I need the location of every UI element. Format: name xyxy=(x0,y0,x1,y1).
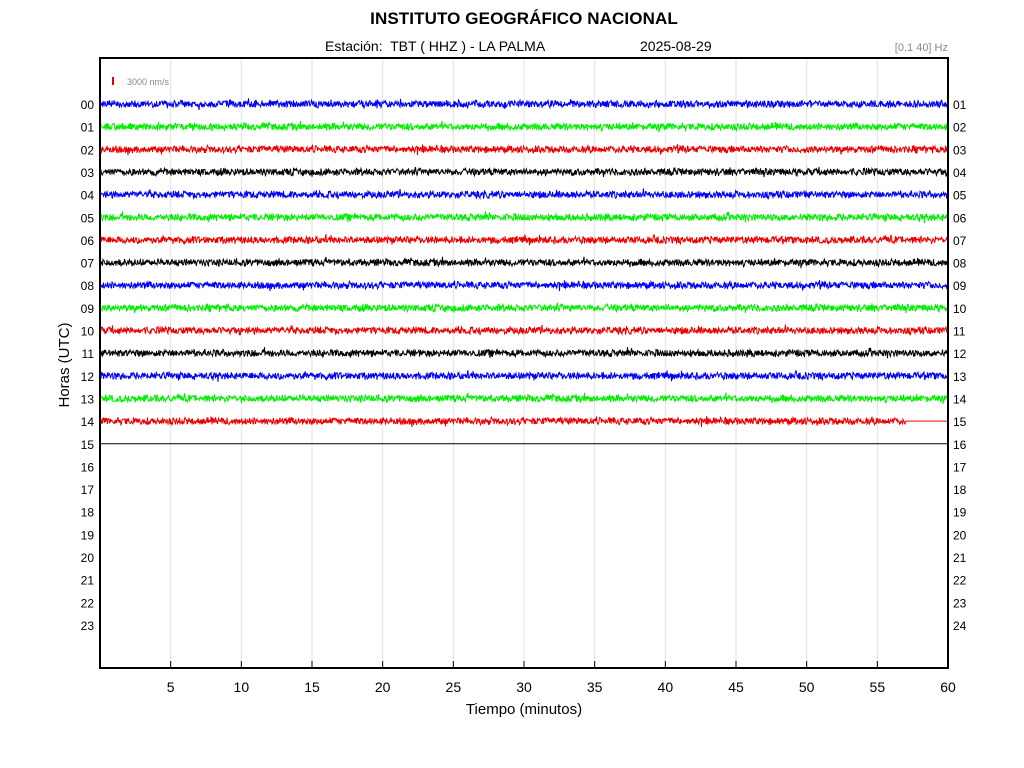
hour-label-right: 23 xyxy=(953,596,967,610)
hour-label-right: 19 xyxy=(953,506,967,520)
trace-hour-3 xyxy=(99,166,949,178)
hour-label-right: 14 xyxy=(953,392,967,406)
trace-hour-10 xyxy=(99,324,949,337)
hour-label-right: 16 xyxy=(953,438,967,452)
x-tick-label: 55 xyxy=(870,679,886,695)
hour-label-right: 08 xyxy=(953,257,967,271)
label-layer: 5 10 15 20 25 30 35 40 45 50 55 60 00 01 02 03 04 05 06 07 0… xyxy=(56,98,967,718)
hour-label-left: 00 xyxy=(81,98,95,112)
hour-label-left: 18 xyxy=(81,506,95,520)
hour-label-right: 09 xyxy=(953,279,967,293)
filter-label: [0.1 40] Hz xyxy=(894,42,948,54)
hour-label-left: 08 xyxy=(81,279,95,293)
hour-label-right: 18 xyxy=(953,483,967,497)
hour-label-left: 11 xyxy=(82,347,95,361)
hour-label-left: 06 xyxy=(81,234,95,248)
plot-frame xyxy=(99,57,949,669)
hour-label-left: 05 xyxy=(81,211,95,225)
hour-label-right: 10 xyxy=(953,302,967,316)
hour-label-right: 13 xyxy=(953,370,967,384)
hour-label-right: 17 xyxy=(953,460,967,474)
x-tick-label: 20 xyxy=(375,679,391,695)
hour-label-left: 23 xyxy=(81,619,95,633)
x-tick-label: 15 xyxy=(304,679,320,695)
trace-hour-11 xyxy=(99,347,949,359)
hour-label-left: 20 xyxy=(81,551,95,565)
x-tick-label: 40 xyxy=(658,679,674,695)
x-tick-label: 10 xyxy=(234,679,250,695)
hour-label-right: 24 xyxy=(953,619,967,633)
hour-label-right: 12 xyxy=(953,347,967,361)
x-tick-label: 50 xyxy=(799,679,815,695)
hour-label-left: 02 xyxy=(81,143,95,157)
hour-label-left: 12 xyxy=(81,370,95,384)
hour-label-right: 01 xyxy=(953,98,967,112)
hour-label-right: 21 xyxy=(953,551,967,565)
x-tick-label: 35 xyxy=(587,679,603,695)
hour-label-right: 07 xyxy=(953,234,967,248)
station-label: Estación: TBT ( HHZ ) - LA PALMA xyxy=(325,38,546,54)
hour-label-left: 19 xyxy=(81,528,95,542)
hour-label-right: 06 xyxy=(953,211,967,225)
hour-label-left: 04 xyxy=(81,189,95,203)
x-tick-label: 25 xyxy=(446,679,462,695)
trace-hour-7 xyxy=(99,256,949,269)
trace-hour-13 xyxy=(99,392,949,405)
trace-hour-5 xyxy=(99,211,949,224)
x-axis-label: Tiempo (minutos) xyxy=(466,701,582,718)
scale-bar: 3000 nm/s xyxy=(112,77,170,87)
trace-hour-14 xyxy=(99,415,906,428)
x-tick-label: 30 xyxy=(516,679,532,695)
x-tick-label: 45 xyxy=(728,679,744,695)
x-tick-label: 60 xyxy=(940,679,956,695)
hour-label-left: 22 xyxy=(81,596,95,610)
hour-label-left: 15 xyxy=(81,438,95,452)
hour-label-left: 07 xyxy=(81,257,95,271)
y-axis-label: Horas (UTC) xyxy=(56,322,73,407)
hour-label-right: 11 xyxy=(953,325,966,339)
trace-hour-12 xyxy=(99,370,949,382)
chart-title: INSTITUTO GEOGRÁFICO NACIONAL xyxy=(370,9,678,28)
hour-label-right: 20 xyxy=(953,528,967,542)
trace-hour-2 xyxy=(99,143,949,156)
scale-bar-mark xyxy=(112,77,114,85)
scale-label: 3000 nm/s xyxy=(127,77,170,87)
hour-label-left: 21 xyxy=(81,574,95,588)
hour-label-right: 02 xyxy=(953,121,967,135)
hour-label-right: 22 xyxy=(953,574,967,588)
hour-label-left: 03 xyxy=(81,166,95,180)
hour-label-right: 04 xyxy=(953,166,967,180)
hour-label-left: 14 xyxy=(81,415,95,429)
trace-hour-9 xyxy=(99,302,949,314)
hour-label-left: 16 xyxy=(81,460,95,474)
trace-hour-8 xyxy=(99,279,949,292)
date-label: 2025-08-29 xyxy=(640,38,712,54)
hour-label-left: 13 xyxy=(81,392,95,406)
grid-layer xyxy=(170,58,949,668)
hour-label-right: 15 xyxy=(953,415,967,429)
hour-label-left: 09 xyxy=(81,302,95,316)
hour-label-left: 17 xyxy=(81,483,95,497)
hour-label-right: 05 xyxy=(953,189,967,203)
hour-label-left: 10 xyxy=(81,325,95,339)
hour-label-right: 03 xyxy=(953,143,967,157)
trace-layer xyxy=(99,98,949,445)
trace-hour-6 xyxy=(99,234,949,246)
hour-label-left: 01 xyxy=(81,121,95,135)
trace-hour-1 xyxy=(99,120,949,133)
trace-hour-0 xyxy=(99,98,949,110)
trace-hour-4 xyxy=(99,188,949,201)
x-tick-label: 5 xyxy=(167,679,175,695)
